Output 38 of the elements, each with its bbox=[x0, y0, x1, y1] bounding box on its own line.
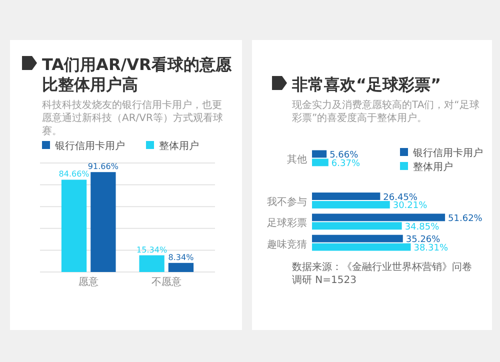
bar bbox=[61, 180, 87, 272]
legend-label: 整体用户 bbox=[413, 161, 453, 173]
y-tick-label: 趣味竞猜 bbox=[267, 238, 307, 250]
bar bbox=[90, 172, 116, 272]
bar bbox=[312, 234, 403, 242]
bar bbox=[139, 255, 164, 272]
y-tick-label: 我不参与 bbox=[267, 196, 307, 208]
bar bbox=[312, 214, 446, 222]
data-label: 91.66% bbox=[88, 162, 119, 172]
data-label: 84.66% bbox=[58, 170, 90, 179]
data-label: 15.34% bbox=[136, 245, 168, 254]
data-label: 34.85% bbox=[404, 222, 440, 232]
source-note: 数据来源：《金融行业世界杯营销》问卷调研 N=1523 bbox=[292, 261, 472, 286]
bar bbox=[312, 243, 411, 251]
legend-label: 整体用户 bbox=[159, 140, 199, 152]
y-tick-label: 其他 bbox=[287, 154, 307, 166]
data-label: 51.62% bbox=[448, 214, 483, 224]
chart-title: 非常喜欢“足球彩票” bbox=[291, 75, 442, 94]
bar bbox=[312, 192, 380, 200]
data-label: 30.21% bbox=[392, 201, 428, 212]
data-label: 6.37% bbox=[331, 158, 360, 169]
x-tick-label: 愿意 bbox=[78, 276, 99, 288]
chart-subtitle: 现金实力及消费意愿较高的TA们，对“足球彩票”的喜爱度高于整体用户。 bbox=[292, 99, 480, 124]
bar bbox=[312, 158, 328, 166]
chart-subtitle: 科技科技发烧友的银行信用卡用户，也更愿意通过新科技（AR/VR等）方式观看球赛。 bbox=[42, 99, 223, 137]
x-tick-label: 不愿意 bbox=[151, 276, 182, 288]
bar bbox=[312, 201, 390, 208]
data-label: 26.45% bbox=[383, 192, 418, 203]
bar bbox=[168, 262, 194, 272]
data-label: 8.34% bbox=[168, 252, 194, 262]
bar bbox=[312, 150, 327, 158]
legend-label: 银行信用卡用户 bbox=[54, 140, 125, 152]
bar bbox=[312, 222, 402, 230]
y-tick-label: 足球彩票 bbox=[267, 217, 307, 230]
data-label: 38.31% bbox=[414, 244, 449, 254]
legend-label: 银行信用卡用户 bbox=[412, 147, 483, 159]
data-label: 5.66% bbox=[330, 150, 359, 160]
chart-title: TA们用AR/VR看球的意愿比整体用户高 bbox=[42, 55, 232, 94]
